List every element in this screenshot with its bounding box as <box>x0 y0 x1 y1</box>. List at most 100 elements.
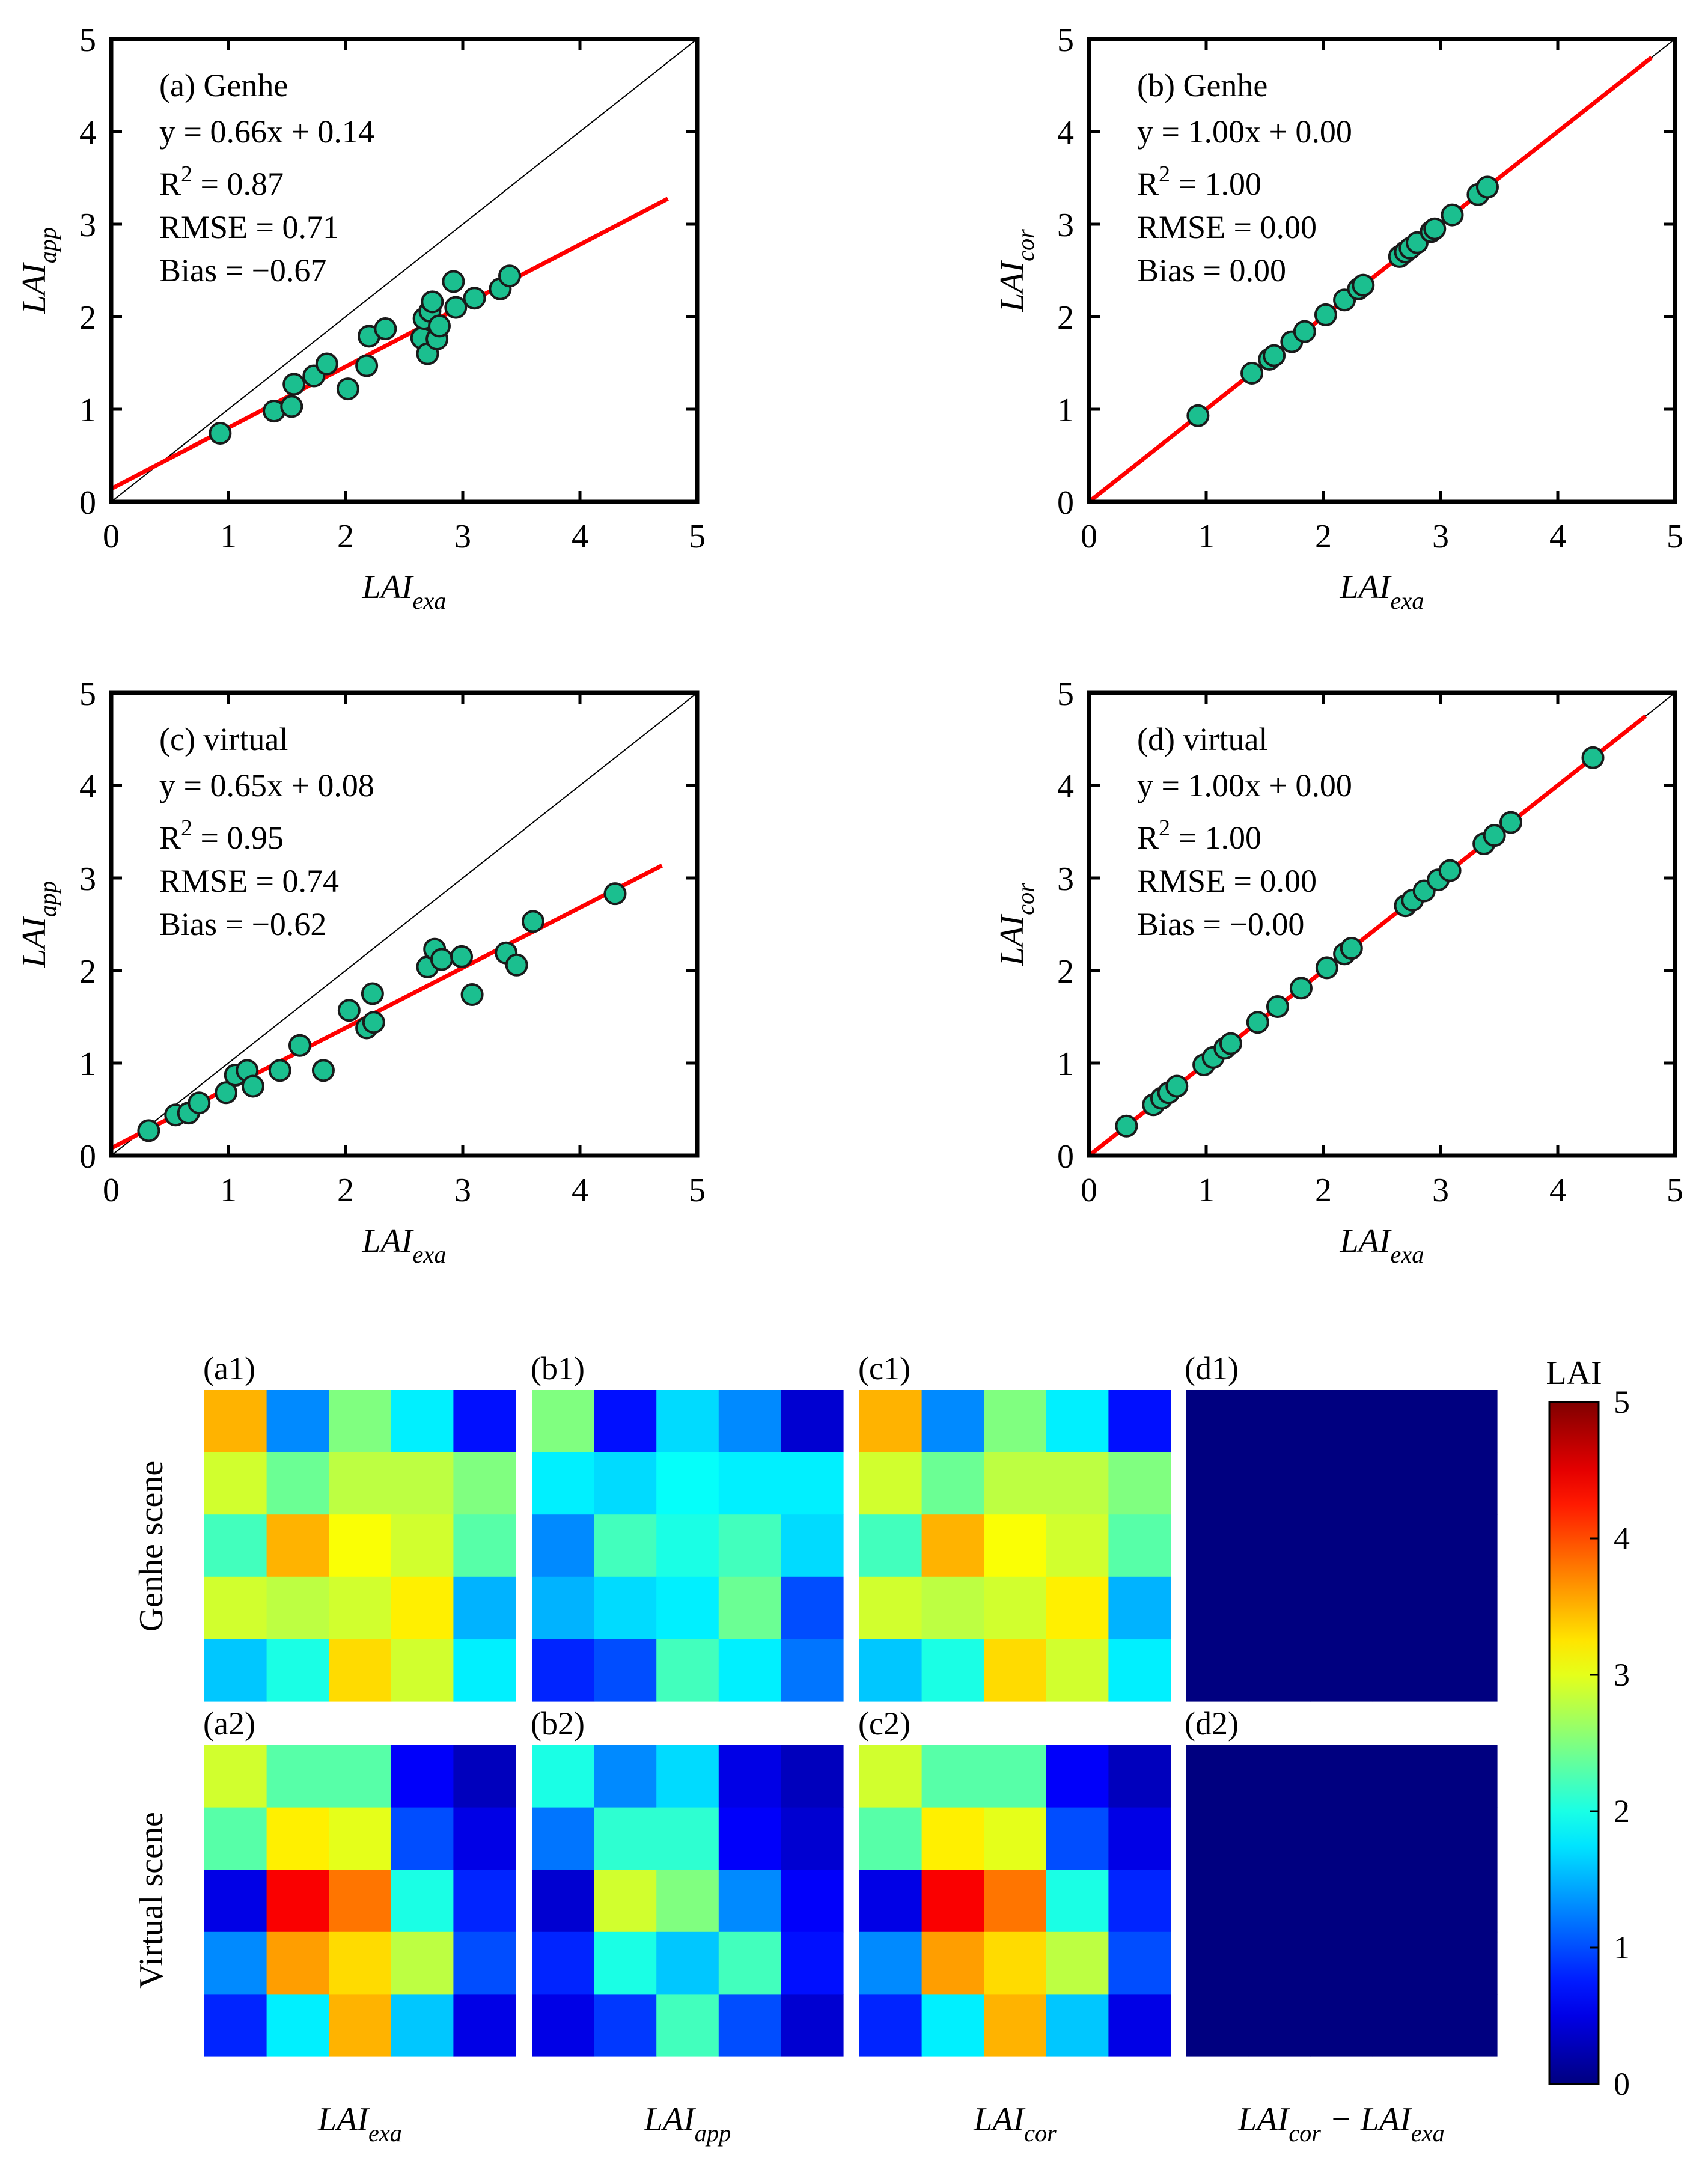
heatmap-cell <box>391 1452 454 1515</box>
x-axis-label-main: LAI <box>1340 1222 1392 1260</box>
data-point <box>311 1059 335 1082</box>
heatmap-cell <box>532 1576 595 1639</box>
row-label-genhe: Genhe scene <box>133 1461 170 1632</box>
heatmap-panel-a1: (a1) <box>203 1350 516 1702</box>
stat-r2-base: R <box>1137 166 1159 202</box>
heatmap-cell <box>1248 1639 1311 1702</box>
x-tick-label: 5 <box>689 1172 706 1209</box>
heatmap-cell <box>1435 1452 1498 1515</box>
y-axis-label: LAIapp <box>16 881 61 968</box>
colorbar-tick-label: 2 <box>1614 1793 1630 1829</box>
heatmap-cell <box>984 1931 1047 1995</box>
x-axis-label-sub: exa <box>1391 587 1424 614</box>
heatmap-cell <box>204 1514 267 1577</box>
heatmap-cell <box>921 1639 984 1702</box>
x-tick-label: 5 <box>1667 518 1683 555</box>
heatmap-cell <box>781 1745 844 1808</box>
y-tick-label: 4 <box>1057 768 1074 805</box>
data-point <box>1352 273 1375 297</box>
data-point <box>421 290 444 314</box>
stat-bias: Bias = −0.00 <box>1137 906 1304 942</box>
heatmap-cell <box>781 1807 844 1870</box>
stat-r2-base: R <box>159 166 181 202</box>
heatmap-cell <box>1310 1807 1373 1870</box>
data-point <box>1246 1011 1269 1034</box>
data-point <box>1314 303 1337 326</box>
heatmap-cell <box>921 1452 984 1515</box>
heatmap-cell <box>984 1745 1047 1808</box>
heatmap-panel-label: (b1) <box>531 1350 585 1386</box>
heatmap-cell <box>859 1994 923 2057</box>
axes-frame <box>1087 690 1677 1158</box>
x-axis-label: LAIexa <box>362 1222 447 1268</box>
colorbar-tick-label: 5 <box>1614 1384 1630 1420</box>
stat-equation: y = 0.65x + 0.08 <box>159 767 374 803</box>
heatmap-cell <box>1108 1931 1171 1995</box>
heatmap-cell <box>532 1931 595 1995</box>
x-tick-label: 3 <box>1432 1172 1449 1209</box>
heatmap-cell <box>859 1931 923 1995</box>
panel-title: (c) virtual <box>159 721 288 757</box>
heatmap-cell <box>718 1390 781 1453</box>
heatmap-cell <box>781 1931 844 1995</box>
heatmap-cell <box>1186 1639 1249 1702</box>
stat-r2-value: = 0.95 <box>192 820 284 856</box>
stat-equation: y = 1.00x + 0.00 <box>1137 114 1352 150</box>
x-axis-label-main: LAI <box>362 1222 414 1260</box>
x-tick-label: 0 <box>1081 518 1097 555</box>
x-tick-label: 1 <box>220 518 237 555</box>
data-point <box>282 373 306 396</box>
x-tick-label: 4 <box>1549 518 1566 555</box>
heatmap-cell <box>859 1514 923 1577</box>
heatmap-cell <box>532 1514 595 1577</box>
axes-frame <box>1087 37 1677 504</box>
heatmap-cell <box>1186 1390 1249 1453</box>
column-label-3-sub: cor <box>1024 2120 1057 2147</box>
heatmap-cell <box>329 1576 392 1639</box>
heatmap-cell <box>453 1807 516 1870</box>
data-point <box>522 910 544 933</box>
x-tick-label: 4 <box>572 518 588 555</box>
x-tick-label: 5 <box>1667 1172 1683 1209</box>
data-point <box>1581 746 1605 769</box>
heatmap-cell <box>266 1576 329 1639</box>
heatmap-cell <box>921 1931 984 1995</box>
data-point <box>442 270 465 293</box>
heatmap-panel-c1: (c1) <box>858 1350 1171 1702</box>
row-label-virtual: Virtual scene <box>133 1812 170 1989</box>
stat-r2: R2 = 1.00 <box>1137 162 1261 202</box>
heatmap-cell <box>1046 1807 1109 1870</box>
heatmap-cell <box>1108 1870 1171 1933</box>
y-tick-label: 3 <box>1057 861 1074 898</box>
heatmap-cell <box>204 1390 267 1453</box>
heatmap-cell <box>718 1514 781 1577</box>
axes-frame <box>109 37 700 504</box>
heatmap-cell <box>781 1576 844 1639</box>
heatmap-cell <box>594 1931 657 1995</box>
heatmap-cell <box>329 1994 392 2057</box>
data-point <box>1476 175 1499 199</box>
x-axis-label-sub: exa <box>1391 1241 1424 1268</box>
heatmap-cell <box>204 1576 267 1639</box>
x-tick-label: 0 <box>103 1172 120 1209</box>
heatmap-cell <box>266 1514 329 1577</box>
data-point <box>444 296 468 319</box>
heatmap-cell <box>594 1390 657 1453</box>
data-point <box>450 945 474 968</box>
heatmap-cell <box>1108 1514 1171 1577</box>
heatmap-cell <box>391 1994 454 2057</box>
data-point <box>137 1119 160 1142</box>
data-point <box>362 1011 385 1034</box>
data-point <box>1423 217 1447 240</box>
heatmap-cell <box>1435 1514 1498 1577</box>
panel-title: (b) Genhe <box>1137 67 1267 103</box>
data-point <box>430 948 453 971</box>
data-point <box>1165 1074 1189 1098</box>
data-point <box>337 999 361 1022</box>
heatmap-cell <box>656 1870 719 1933</box>
panel-title: (d) virtual <box>1137 721 1267 757</box>
y-axis-label-main: LAI <box>16 262 53 314</box>
heatmap-cell <box>204 1931 267 1995</box>
heatmap-cell <box>329 1931 392 1995</box>
